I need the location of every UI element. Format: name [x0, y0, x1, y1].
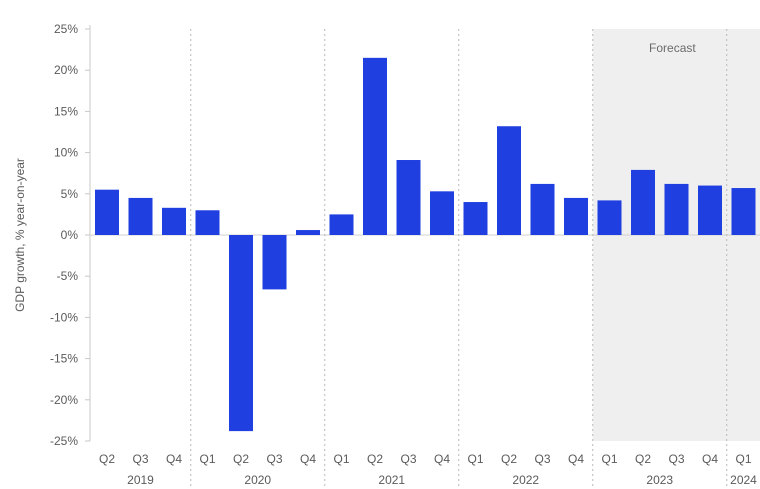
- bar: [396, 160, 421, 235]
- year-label: 2024: [730, 473, 757, 487]
- year-label: 2023: [646, 473, 673, 487]
- quarter-label: Q1: [601, 452, 617, 466]
- quarter-label: Q1: [467, 452, 483, 466]
- forecast-label: Forecast: [649, 41, 696, 55]
- bar: [497, 126, 521, 235]
- y-tick-label: -25%: [50, 434, 78, 448]
- quarter-label: Q3: [400, 452, 416, 466]
- y-tick-label: 25%: [54, 22, 78, 36]
- bar: [530, 183, 555, 235]
- bar: [597, 200, 622, 235]
- bar: [329, 214, 354, 235]
- bar: [631, 169, 655, 235]
- bar: [229, 235, 253, 432]
- y-tick-label: -20%: [50, 393, 78, 407]
- quarter-label: Q3: [534, 452, 550, 466]
- bar: [698, 185, 722, 235]
- bar: [195, 210, 220, 235]
- y-tick-label: -5%: [57, 269, 79, 283]
- quarter-label: Q4: [300, 452, 316, 466]
- quarter-label: Q4: [702, 452, 718, 466]
- y-axis-label: GDP growth, % year-on-year: [13, 158, 27, 312]
- quarter-label: Q4: [568, 452, 584, 466]
- y-tick-label: -10%: [50, 310, 78, 324]
- quarter-label: Q2: [501, 452, 517, 466]
- year-label: 2022: [512, 473, 539, 487]
- bar: [296, 230, 320, 235]
- year-label: 2021: [378, 473, 405, 487]
- y-tick-label: 0%: [61, 228, 79, 242]
- bar: [564, 197, 588, 235]
- year-label: 2020: [244, 473, 271, 487]
- year-label: 2019: [127, 473, 154, 487]
- bar: [463, 202, 488, 235]
- quarter-label: Q2: [99, 452, 115, 466]
- y-tick-label: 10%: [54, 146, 78, 160]
- y-tick-label: -15%: [50, 352, 78, 366]
- bar: [262, 235, 287, 290]
- quarter-label: Q2: [233, 452, 249, 466]
- quarter-label: Q4: [434, 452, 450, 466]
- bar: [430, 191, 454, 235]
- bar: [162, 207, 186, 235]
- y-tick-label: 20%: [54, 63, 78, 77]
- quarter-label: Q4: [166, 452, 182, 466]
- quarter-label: Q2: [635, 452, 651, 466]
- quarter-label: Q2: [367, 452, 383, 466]
- quarter-label: Q3: [132, 452, 148, 466]
- quarter-label: Q1: [333, 452, 349, 466]
- y-tick-label: 15%: [54, 104, 78, 118]
- bar: [95, 189, 119, 235]
- quarter-label: Q3: [266, 452, 282, 466]
- quarter-label: Q3: [668, 452, 684, 466]
- bar: [664, 183, 689, 235]
- bar: [128, 197, 153, 235]
- y-tick-label: 5%: [61, 187, 79, 201]
- bar: [731, 188, 756, 235]
- bar: [363, 57, 387, 236]
- quarter-label: Q1: [199, 452, 215, 466]
- quarter-label: Q1: [735, 452, 751, 466]
